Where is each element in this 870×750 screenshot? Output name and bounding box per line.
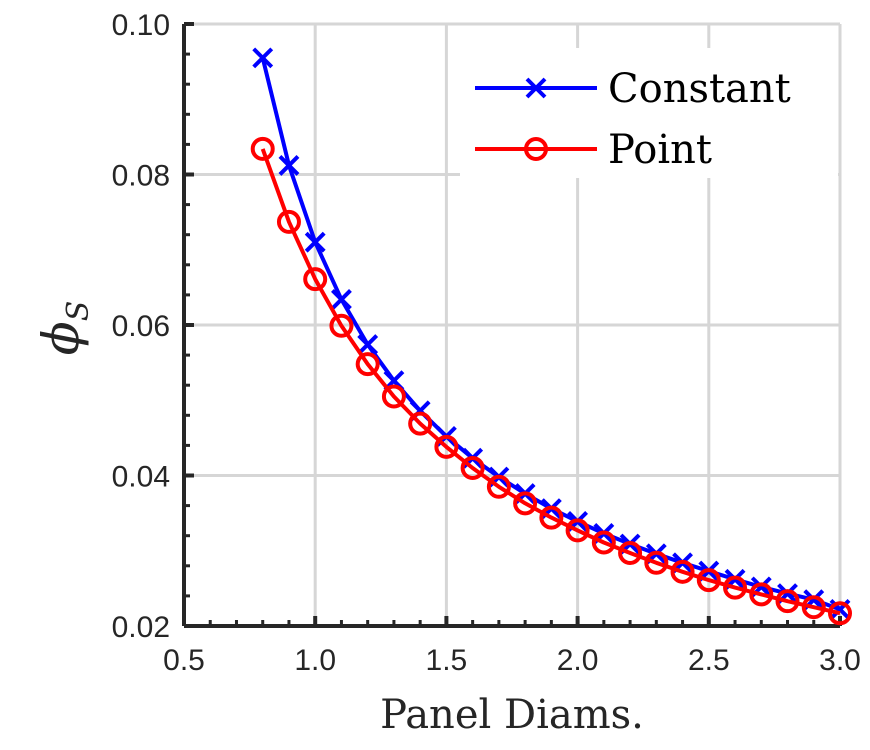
data-point-point	[775, 589, 800, 614]
y-tick-label: 0.06	[112, 310, 170, 343]
data-point-point	[723, 575, 748, 600]
x-tick-label: 1.5	[426, 644, 468, 677]
y-tick-label: 0.04	[112, 461, 170, 494]
data-point-point	[591, 530, 616, 555]
data-point-point	[828, 601, 852, 626]
marker-stroke	[304, 231, 326, 253]
data-point-point	[250, 136, 275, 161]
series-point	[250, 136, 852, 626]
legend-marker-point	[524, 137, 548, 161]
y-tick-label: 0.10	[112, 9, 170, 42]
data-point-point	[749, 582, 774, 607]
tick-labels: 0.5 1.0 1.5 2.0 2.5 3.0 0.02 0.04 0.06 0.08 0.10	[112, 9, 861, 677]
x-axis-title: Panel Diams.	[380, 692, 644, 738]
data-point-point	[670, 559, 695, 584]
data-point-point	[801, 595, 826, 620]
legend-box	[460, 48, 838, 178]
y-tick-label: 0.08	[112, 160, 170, 193]
data-point-point	[696, 568, 721, 593]
data-point-point	[539, 505, 564, 530]
data-point-point	[460, 455, 485, 480]
x-tick-label: 3.0	[819, 644, 861, 677]
axes	[182, 22, 842, 628]
data-point-point	[381, 384, 406, 409]
legend-label-constant: Constant	[608, 66, 791, 112]
x-tick-label: 2.0	[557, 644, 599, 677]
data-point-point	[644, 550, 669, 575]
y-tick-label: 0.02	[112, 611, 170, 644]
legend: Constant Point	[460, 48, 838, 178]
data-point-constant	[278, 155, 300, 176]
x-tick-label: 1.0	[294, 644, 336, 677]
legend-marker-constant	[525, 77, 547, 99]
series	[250, 47, 852, 626]
y-axis-title-sub: S	[61, 301, 96, 322]
x-tick-label: 0.5	[163, 644, 205, 677]
data-point-constant	[252, 47, 274, 69]
marker-stroke	[252, 47, 274, 69]
data-point-point	[486, 474, 511, 499]
data-point-point	[355, 352, 380, 377]
data-point-point	[565, 518, 590, 543]
data-point-point	[276, 209, 301, 234]
data-point-point	[434, 434, 459, 459]
data-point-constant	[357, 334, 379, 355]
data-point-point	[303, 267, 328, 292]
marker-stroke	[278, 155, 300, 176]
data-point-point	[513, 491, 538, 516]
data-point-point	[329, 313, 354, 338]
y-axis-title: ϕS	[32, 301, 96, 356]
data-point-constant	[331, 289, 352, 310]
data-point-point	[618, 541, 643, 566]
x-tick-label: 2.5	[688, 644, 730, 677]
marker-stroke	[331, 289, 352, 310]
marker-stroke	[357, 334, 379, 355]
legend-label-point: Point	[608, 127, 712, 173]
data-point-point	[408, 411, 433, 436]
series-line-point	[260, 148, 841, 616]
data-point-constant	[304, 231, 326, 253]
y-axis-title-main: ϕ	[32, 321, 90, 355]
